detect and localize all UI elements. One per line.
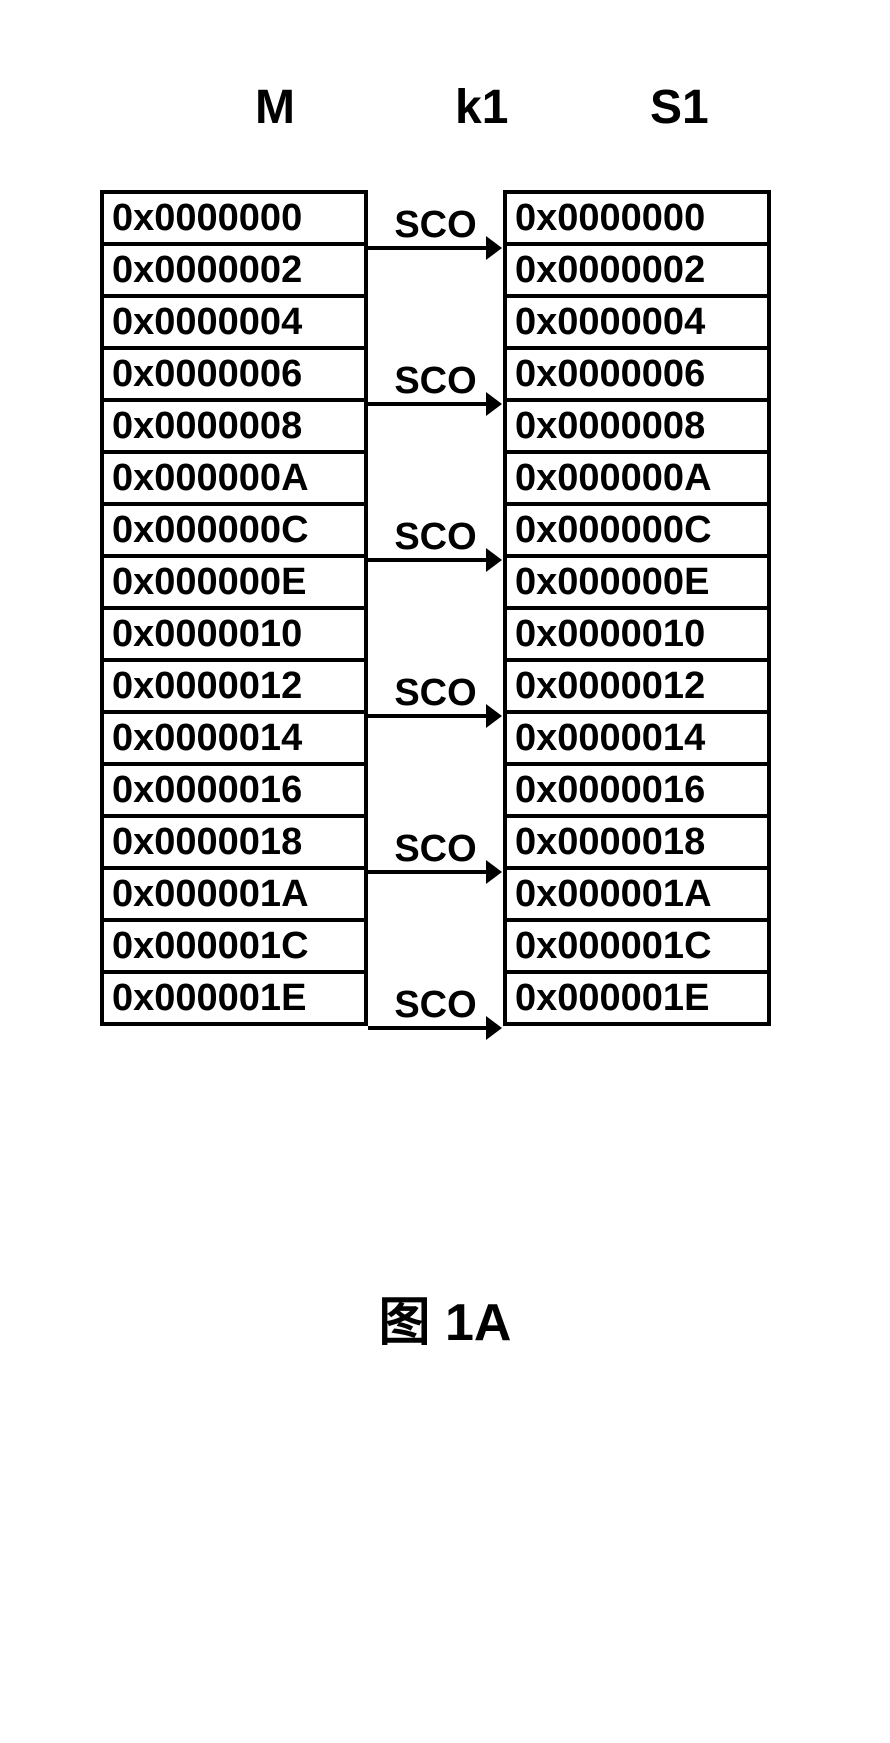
- sco-label: SCO: [394, 204, 476, 247]
- figure-caption: 图 1A: [379, 1280, 512, 1355]
- timing-diagram: 0x00000000x00000020x00000040x00000060x00…: [100, 190, 771, 1026]
- sco-label: SCO: [394, 516, 476, 559]
- arrow-head-icon: [486, 392, 502, 416]
- slave-cell: 0x0000018: [507, 818, 767, 870]
- slave-cell: 0x0000004: [507, 298, 767, 350]
- link-column: SCO SCO SCO SCO SCO SCO: [368, 190, 503, 1026]
- master-cell: 0x000000C: [104, 506, 364, 558]
- slave-column: 0x00000000x00000020x00000040x00000060x00…: [503, 190, 771, 1026]
- arrow-line: [368, 714, 491, 718]
- slave-cell: 0x0000014: [507, 714, 767, 766]
- master-cell: 0x0000016: [104, 766, 364, 818]
- master-cell: 0x000001E: [104, 974, 364, 1026]
- slave-cell: 0x000000A: [507, 454, 767, 506]
- header-k1: k1: [455, 80, 508, 135]
- slave-cell: 0x000000C: [507, 506, 767, 558]
- page: M k1 S1 0x00000000x00000020x00000040x000…: [0, 0, 890, 1743]
- master-cell: 0x0000004: [104, 298, 364, 350]
- arrow-line: [368, 558, 491, 562]
- slave-cell: 0x0000006: [507, 350, 767, 402]
- arrow-head-icon: [486, 860, 502, 884]
- slave-cell: 0x0000000: [507, 194, 767, 246]
- master-cell: 0x000001C: [104, 922, 364, 974]
- slave-cell: 0x0000010: [507, 610, 767, 662]
- master-cell: 0x0000018: [104, 818, 364, 870]
- arrow-head-icon: [486, 548, 502, 572]
- slave-cell: 0x000001C: [507, 922, 767, 974]
- master-cell: 0x0000008: [104, 402, 364, 454]
- sco-label: SCO: [394, 672, 476, 715]
- arrow-head-icon: [486, 236, 502, 260]
- master-cell: 0x0000000: [104, 194, 364, 246]
- master-cell: 0x0000014: [104, 714, 364, 766]
- slave-cell: 0x0000002: [507, 246, 767, 298]
- slave-cell: 0x000000E: [507, 558, 767, 610]
- master-column: 0x00000000x00000020x00000040x00000060x00…: [100, 190, 368, 1026]
- master-cell: 0x0000006: [104, 350, 364, 402]
- slave-cell: 0x0000016: [507, 766, 767, 818]
- slave-cell: 0x0000008: [507, 402, 767, 454]
- master-cell: 0x000000A: [104, 454, 364, 506]
- arrow-line: [368, 870, 491, 874]
- master-cell: 0x0000002: [104, 246, 364, 298]
- slave-cell: 0x000001E: [507, 974, 767, 1026]
- slave-cell: 0x0000012: [507, 662, 767, 714]
- header-s1: S1: [650, 80, 709, 135]
- arrow-head-icon: [486, 1016, 502, 1040]
- arrow-head-icon: [486, 704, 502, 728]
- arrow-line: [368, 1026, 491, 1030]
- slave-cell: 0x000001A: [507, 870, 767, 922]
- sco-label: SCO: [394, 360, 476, 403]
- arrow-line: [368, 402, 491, 406]
- arrow-line: [368, 246, 491, 250]
- master-cell: 0x0000012: [104, 662, 364, 714]
- sco-label: SCO: [394, 984, 476, 1027]
- master-cell: 0x0000010: [104, 610, 364, 662]
- sco-label: SCO: [394, 828, 476, 871]
- master-cell: 0x000000E: [104, 558, 364, 610]
- header-m: M: [255, 80, 295, 135]
- master-cell: 0x000001A: [104, 870, 364, 922]
